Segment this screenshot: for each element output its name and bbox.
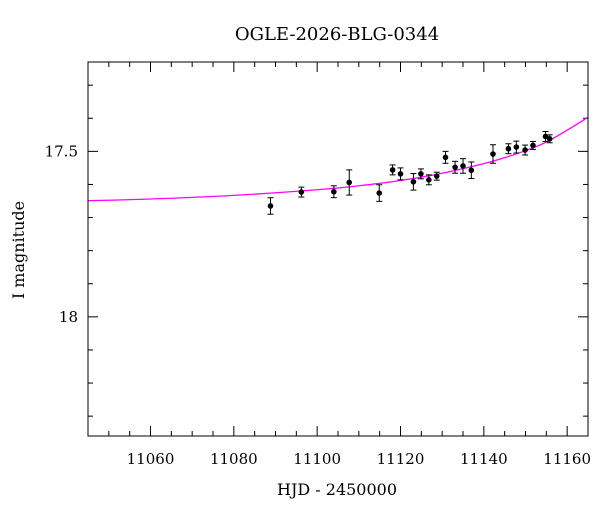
y-tick-label: 17.5 (45, 142, 78, 160)
data-point (267, 197, 274, 215)
data-marker (346, 179, 353, 186)
data-marker (442, 154, 449, 161)
data-point (425, 174, 432, 186)
tick-labels: 11060 11080 11100 11120 11140 11160 17.5 18 (45, 142, 591, 468)
x-axis-label: HJD - 2450000 (277, 480, 397, 499)
data-point (505, 143, 512, 155)
data-point (442, 150, 449, 164)
data-point (513, 140, 520, 154)
data-marker (397, 171, 404, 177)
data-marker (298, 189, 305, 195)
data-point (417, 168, 424, 180)
data-marker (418, 171, 424, 177)
x-tick-label: 11160 (543, 450, 591, 468)
data-marker (410, 179, 417, 185)
data-marker (267, 203, 274, 209)
data-point (490, 144, 496, 164)
data-point (298, 186, 305, 198)
x-tick-label: 11140 (460, 450, 508, 468)
data-marker (513, 144, 520, 150)
data-point (542, 131, 549, 142)
x-tick-label: 11060 (127, 450, 175, 468)
data-point (346, 169, 353, 196)
data-point (410, 173, 417, 191)
data-points-layer (267, 131, 553, 215)
data-point (522, 144, 529, 156)
data-point (433, 171, 440, 181)
data-marker (460, 163, 466, 169)
data-point (530, 140, 536, 150)
data-point (397, 167, 404, 181)
data-marker (376, 190, 383, 196)
model-curve-layer (88, 116, 588, 202)
data-marker (389, 167, 396, 173)
data-marker (546, 135, 553, 142)
data-marker (505, 145, 512, 152)
data-point (546, 134, 553, 144)
y-axis-label: I magnitude (9, 201, 28, 299)
chart-title: OGLE-2026-BLG-0344 (235, 24, 439, 45)
data-marker (490, 151, 496, 157)
y-tick-label: 18 (59, 308, 78, 326)
data-point (460, 158, 466, 174)
axis-ticks (87, 62, 589, 436)
x-tick-label: 11100 (293, 450, 341, 468)
data-marker (433, 173, 440, 179)
data-marker (331, 188, 337, 195)
data-marker (522, 147, 528, 153)
data-point (452, 160, 459, 174)
data-marker (426, 177, 432, 183)
model-curve (88, 116, 588, 202)
data-point (389, 164, 396, 176)
data-marker (452, 164, 458, 171)
data-point (376, 184, 383, 202)
x-tick-label: 11120 (377, 450, 425, 468)
data-marker (468, 167, 475, 174)
data-point (468, 161, 475, 180)
x-tick-label: 11080 (210, 450, 258, 468)
data-marker (530, 142, 536, 149)
data-point (330, 185, 337, 199)
plot-frame (87, 61, 589, 437)
